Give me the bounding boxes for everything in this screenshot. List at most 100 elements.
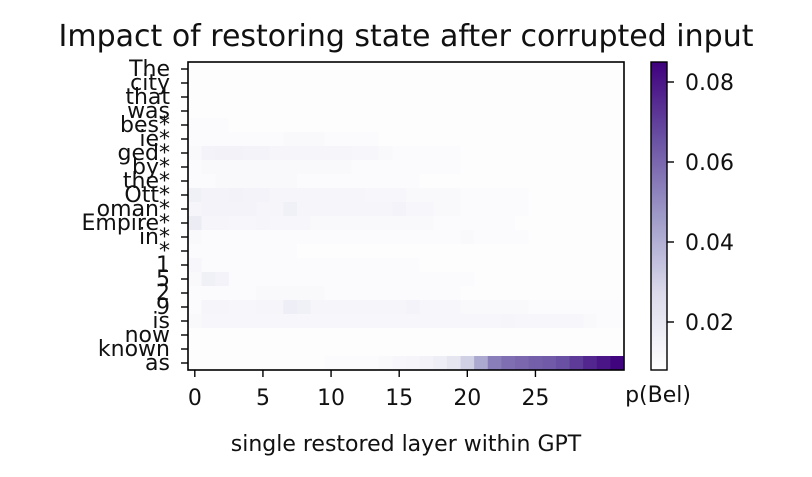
- heatmap-cell: [419, 272, 434, 287]
- heatmap-cell: [283, 314, 298, 329]
- heatmap-cell: [378, 76, 393, 91]
- heatmap-cell: [365, 174, 380, 189]
- heatmap-cell: [337, 244, 352, 259]
- heatmap-cell: [283, 202, 298, 217]
- heatmap-cell: [474, 216, 489, 231]
- heatmap-cell: [310, 90, 325, 105]
- heatmap-cell: [365, 230, 380, 245]
- heatmap-cell: [256, 188, 271, 203]
- heatmap-cell: [324, 286, 339, 301]
- x-tick-label: 15: [385, 386, 413, 411]
- heatmap-cell: [215, 356, 230, 371]
- heatmap-cell: [406, 244, 421, 259]
- heatmap-cell: [542, 188, 557, 203]
- heatmap-cell: [324, 328, 339, 343]
- heatmap-cell: [351, 62, 366, 77]
- heatmap-cell: [433, 62, 448, 77]
- heatmap-cell: [501, 230, 516, 245]
- heatmap-cell: [269, 300, 284, 315]
- heatmap-cell: [324, 174, 339, 189]
- heatmap-cell: [378, 244, 393, 259]
- heatmap-cell: [365, 342, 380, 357]
- heatmap-cell: [433, 230, 448, 245]
- heatmap-cell: [378, 272, 393, 287]
- heatmap-cell: [446, 146, 461, 161]
- heatmap-cell: [215, 146, 230, 161]
- heatmap-cell: [569, 314, 584, 329]
- heatmap-cell: [310, 132, 325, 147]
- heatmap-cell: [501, 104, 516, 119]
- heatmap-cell: [555, 202, 570, 217]
- heatmap-cell: [351, 104, 366, 119]
- heatmap-cell: [188, 160, 203, 175]
- heatmap-cell: [201, 342, 216, 357]
- heatmap-cell: [419, 174, 434, 189]
- heatmap-cell: [610, 328, 625, 343]
- heatmap-cell: [228, 118, 243, 133]
- heatmap-cell: [596, 258, 611, 273]
- heatmap-cell: [542, 90, 557, 105]
- heatmap-cell: [337, 272, 352, 287]
- heatmap-cell: [351, 146, 366, 161]
- heatmap-cell: [433, 286, 448, 301]
- heatmap-cell: [501, 216, 516, 231]
- heatmap-cell: [188, 230, 203, 245]
- heatmap-cell: [515, 230, 530, 245]
- heatmap-cell: [419, 202, 434, 217]
- heatmap-cell: [256, 174, 271, 189]
- heatmap-cell: [365, 160, 380, 175]
- heatmap-cell: [555, 272, 570, 287]
- heatmap-cell: [392, 90, 407, 105]
- heatmap-cell: [188, 286, 203, 301]
- heatmap-cell: [201, 62, 216, 77]
- heatmap-cell: [201, 356, 216, 371]
- heatmap-cell: [583, 76, 598, 91]
- heatmap-cell: [542, 314, 557, 329]
- heatmap-cell: [378, 230, 393, 245]
- heatmap-cell: [365, 216, 380, 231]
- heatmap-cell: [351, 90, 366, 105]
- heatmap-cell: [365, 202, 380, 217]
- heatmap-cell: [228, 286, 243, 301]
- heatmap-cell: [610, 132, 625, 147]
- heatmap-cell: [583, 300, 598, 315]
- heatmap-cell: [501, 244, 516, 259]
- heatmap-cell: [228, 230, 243, 245]
- heatmap-cell: [337, 258, 352, 273]
- heatmap-cell: [228, 356, 243, 371]
- heatmap-cell: [283, 146, 298, 161]
- heatmap-cell: [228, 174, 243, 189]
- heatmap-cell: [474, 230, 489, 245]
- heatmap-cell: [610, 272, 625, 287]
- heatmap-cell: [378, 328, 393, 343]
- heatmap-cell: [228, 62, 243, 77]
- heatmap-cell: [378, 174, 393, 189]
- heatmap-cell: [406, 356, 421, 371]
- heatmap-cell: [324, 62, 339, 77]
- heatmap-cell: [392, 146, 407, 161]
- heatmap-cell: [242, 314, 257, 329]
- heatmap-cell: [256, 272, 271, 287]
- heatmap-cell: [392, 174, 407, 189]
- heatmap-cell: [256, 286, 271, 301]
- heatmap-cell: [433, 356, 448, 371]
- heatmap-cell: [433, 244, 448, 259]
- heatmap-cell: [419, 160, 434, 175]
- heatmap-cell: [542, 202, 557, 217]
- heatmap-cell: [583, 230, 598, 245]
- heatmap-cell: [528, 146, 543, 161]
- heatmap-cell: [324, 132, 339, 147]
- colorbar-tick-label: 0.06: [685, 151, 734, 176]
- heatmap-cell: [542, 104, 557, 119]
- heatmap-cell: [419, 244, 434, 259]
- heatmap-cell: [569, 76, 584, 91]
- heatmap-cell: [242, 62, 257, 77]
- heatmap-cell: [215, 286, 230, 301]
- heatmap-cell: [351, 300, 366, 315]
- heatmap-cell: [297, 356, 312, 371]
- heatmap-cell: [419, 104, 434, 119]
- y-tick-label: 9: [156, 295, 170, 320]
- heatmap-cell: [297, 342, 312, 357]
- heatmap-cell: [596, 342, 611, 357]
